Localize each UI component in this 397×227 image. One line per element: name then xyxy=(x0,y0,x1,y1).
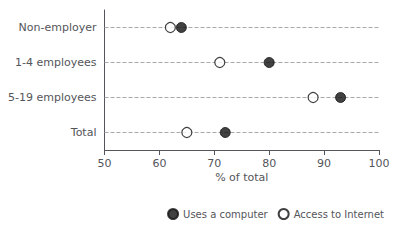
svg-text:Uses a computer: Uses a computer xyxy=(183,209,268,220)
svg-text:Total: Total xyxy=(70,126,97,139)
svg-text:Non-employer: Non-employer xyxy=(19,21,97,34)
svg-text:5-19 employees: 5-19 employees xyxy=(8,91,97,104)
svg-text:90: 90 xyxy=(317,157,331,170)
svg-text:Access to Internet: Access to Internet xyxy=(294,209,384,220)
svg-text:60: 60 xyxy=(152,157,166,170)
svg-text:70: 70 xyxy=(207,157,221,170)
svg-text:80: 80 xyxy=(262,157,276,170)
svg-text:% of total: % of total xyxy=(215,171,268,184)
svg-text:50: 50 xyxy=(97,157,111,170)
svg-text:1-4 employees: 1-4 employees xyxy=(15,56,97,69)
svg-text:100: 100 xyxy=(369,157,390,170)
